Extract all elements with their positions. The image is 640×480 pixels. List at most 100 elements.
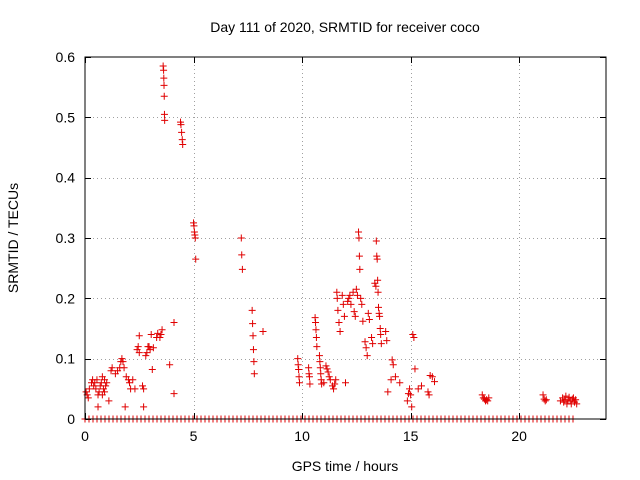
data-point <box>157 331 165 339</box>
data-point <box>340 312 348 320</box>
data-point <box>295 366 303 374</box>
data-point <box>384 388 392 396</box>
data-point <box>359 317 367 325</box>
data-point <box>160 66 168 74</box>
data-point <box>161 116 169 124</box>
y-tick-label: 0.4 <box>56 170 76 186</box>
data-point <box>333 288 341 296</box>
data-point <box>140 385 148 393</box>
data-point <box>82 388 90 396</box>
data-point <box>345 294 353 302</box>
data-point <box>312 334 320 342</box>
x-tick-label: 10 <box>294 428 310 444</box>
data-point <box>166 361 174 369</box>
data-point <box>147 331 155 339</box>
data-point <box>160 81 168 89</box>
data-point <box>389 361 397 369</box>
data-point <box>364 309 372 317</box>
data-point <box>154 329 162 337</box>
data-point <box>347 300 355 308</box>
data-point <box>129 376 137 384</box>
data-point <box>332 376 340 384</box>
data-point <box>305 364 313 372</box>
data-point <box>94 403 102 411</box>
data-point <box>424 388 432 396</box>
data-point <box>305 373 313 381</box>
data-point <box>351 312 359 320</box>
data-point <box>145 343 153 351</box>
data-point <box>294 355 302 363</box>
data-point <box>396 379 404 387</box>
data-point <box>374 276 382 284</box>
data-point <box>316 358 324 366</box>
data-point <box>417 382 425 390</box>
data-point <box>190 222 198 230</box>
data-point <box>135 332 143 340</box>
data-point <box>330 385 338 393</box>
data-point <box>146 346 154 354</box>
y-tick-label: 0.2 <box>56 290 76 306</box>
data-point <box>391 373 399 381</box>
data-point <box>383 337 391 345</box>
data-point <box>237 234 245 242</box>
data-point <box>572 396 580 404</box>
data-point <box>376 325 384 332</box>
data-point <box>542 396 550 404</box>
data-point <box>250 370 258 378</box>
data-point <box>339 300 347 308</box>
data-point <box>372 282 380 290</box>
data-point <box>425 391 433 399</box>
data-point <box>361 338 369 346</box>
data-point <box>295 379 303 387</box>
data-point <box>484 397 492 405</box>
data-point <box>344 297 352 305</box>
data-point <box>306 380 314 388</box>
data-point <box>322 362 330 370</box>
data-point <box>179 140 187 148</box>
data-point <box>108 364 116 372</box>
data-point <box>334 306 342 314</box>
data-point <box>355 234 363 242</box>
data-point <box>541 397 549 405</box>
data-point <box>119 358 127 366</box>
data-point <box>170 390 178 398</box>
data-point <box>135 349 143 357</box>
data-point <box>238 265 246 273</box>
data-point <box>373 255 381 263</box>
data-point <box>170 318 178 326</box>
data-point <box>356 265 364 273</box>
data-point <box>353 291 361 299</box>
data-point <box>350 308 358 316</box>
x-tick-label: 15 <box>403 428 419 444</box>
data-point <box>352 285 360 293</box>
data-point <box>313 343 321 351</box>
data-point <box>561 396 569 404</box>
data-point <box>103 379 111 387</box>
grid-lines <box>85 57 606 419</box>
data-point <box>249 320 257 328</box>
axis-tick-labels: 0 0.1 0.2 0.3 0.4 0.5 0.6 0 5 10 15 20 <box>56 49 528 444</box>
data-point <box>142 352 150 360</box>
x-tick-label: 20 <box>511 428 527 444</box>
data-point <box>408 403 416 411</box>
chart-title: Day 111 of 2020, SRMTID for receiver coc… <box>210 19 480 35</box>
data-point <box>177 121 185 129</box>
data-point <box>121 403 129 411</box>
data-point <box>357 294 365 302</box>
data-point <box>431 378 439 386</box>
y-tick-label: 0.6 <box>56 49 76 65</box>
y-tick-label: 0.3 <box>56 230 76 246</box>
data-point <box>143 349 151 357</box>
data-point <box>158 326 166 334</box>
data-point <box>118 355 126 363</box>
data-point <box>248 306 256 314</box>
data-point <box>238 251 246 259</box>
data-point <box>149 344 157 352</box>
data-points <box>81 62 581 423</box>
data-point <box>140 403 148 411</box>
data-point <box>376 312 384 320</box>
data-point <box>335 318 343 326</box>
data-point <box>323 365 331 373</box>
data-point <box>406 385 414 393</box>
